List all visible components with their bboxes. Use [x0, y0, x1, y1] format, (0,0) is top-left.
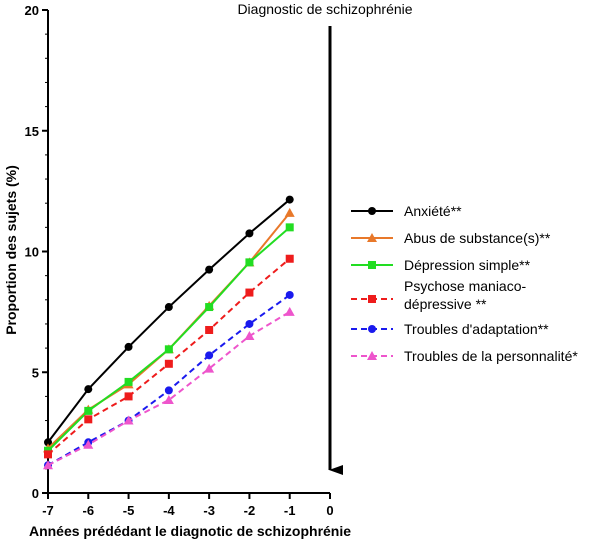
series-1 — [43, 207, 295, 453]
data-point — [284, 306, 295, 316]
x-tick-label: -3 — [203, 503, 215, 518]
data-point — [205, 351, 214, 360]
data-point — [124, 377, 133, 386]
y-tick-label: 0 — [32, 486, 39, 501]
legend-label: Troubles de la personnalité* — [404, 348, 578, 364]
series-3 — [44, 254, 294, 459]
data-point — [244, 331, 255, 341]
data-point — [124, 342, 133, 351]
data-point — [204, 363, 215, 373]
data-point — [84, 406, 93, 415]
data-point — [164, 345, 173, 354]
legend-swatch-marker — [367, 351, 377, 360]
data-point — [43, 460, 53, 470]
series-5 — [43, 306, 295, 470]
legend-label: Anxiété** — [404, 203, 462, 219]
data-point — [285, 290, 294, 299]
x-tick-label: -7 — [42, 503, 54, 518]
data-point — [205, 325, 214, 334]
legend-label: dépressive ** — [404, 296, 487, 312]
data-point — [44, 438, 52, 447]
legend-item-5: Troubles de la personnalité* — [351, 348, 578, 364]
series-4 — [44, 290, 294, 470]
data-point — [245, 258, 254, 267]
data-point — [164, 359, 173, 368]
data-point — [44, 450, 52, 459]
legend-item-4: Troubles d'adaptation** — [351, 321, 549, 337]
x-tick-label: -6 — [83, 503, 95, 518]
series-line — [47, 257, 291, 456]
legend-label: Psychose maniaco- — [404, 278, 527, 294]
data-point — [285, 195, 294, 204]
data-point — [124, 392, 133, 401]
x-tick-label: -4 — [163, 503, 175, 518]
data-point — [285, 223, 294, 232]
x-tick-label: 0 — [326, 503, 333, 518]
legend-item-1: Abus de substance(s)** — [351, 230, 551, 246]
series-group — [43, 195, 295, 470]
data-point — [83, 439, 94, 449]
series-0 — [44, 195, 294, 447]
data-point — [84, 385, 93, 394]
legend-label: Dépression simple** — [404, 257, 531, 273]
data-point — [245, 288, 254, 297]
legend-label: Troubles d'adaptation** — [404, 321, 549, 337]
legend-swatch-marker — [368, 295, 376, 303]
data-point — [285, 254, 294, 263]
data-point — [84, 415, 93, 424]
x-tick-label: -5 — [123, 503, 135, 518]
legend-swatch-marker — [368, 207, 376, 215]
data-point — [123, 415, 134, 425]
axes-group: 0 5 10 15 20 -7 -6 -5 -4 -3 -2 -1 0 — [25, 3, 343, 518]
y-tick-label: 5 — [32, 365, 39, 380]
legend-item-0: Anxiété** — [351, 203, 462, 219]
x-tick-label: -1 — [284, 503, 296, 518]
diagnosis-annotation: Diagnostic de schizophrénie — [237, 1, 412, 17]
legend-item-2: Dépression simple** — [351, 257, 531, 273]
legend-swatch-marker — [367, 233, 377, 242]
data-point — [205, 265, 214, 274]
data-point — [163, 395, 174, 405]
data-point — [245, 319, 254, 328]
y-tick-label: 20 — [25, 3, 39, 18]
legend-swatch-marker — [368, 325, 376, 333]
x-tick-label: -2 — [244, 503, 256, 518]
legend-swatch-marker — [368, 261, 376, 269]
y-tick-label: 10 — [25, 245, 39, 260]
data-point — [205, 303, 214, 312]
series-2 — [44, 223, 294, 455]
y-tick-label: 15 — [25, 124, 39, 139]
y-axis-title: Proportion des sujets (%) — [3, 165, 19, 335]
legend-label: Abus de substance(s)** — [404, 230, 551, 246]
data-point — [284, 207, 295, 217]
data-point — [245, 229, 254, 238]
data-point — [164, 303, 173, 312]
series-line — [47, 294, 291, 467]
x-axis-title: Années prédédant le diagnotic de schizop… — [29, 523, 351, 539]
legend-item-3: Psychose maniaco-dépressive ** — [351, 278, 527, 312]
data-point — [164, 386, 173, 395]
legend: Anxiété** Abus de substance(s)** Dépressio… — [351, 203, 578, 364]
